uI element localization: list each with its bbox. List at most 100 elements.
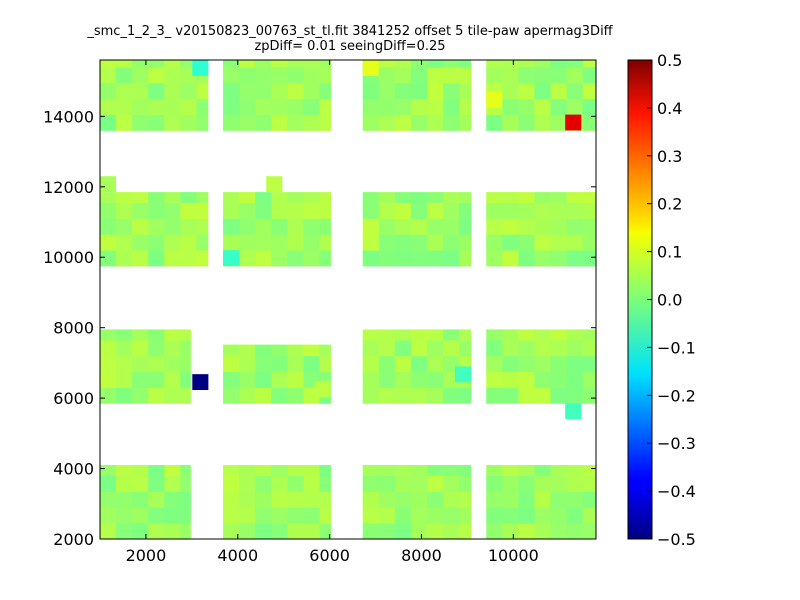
- heatmap-cell: [196, 250, 209, 267]
- heatmap-cell: [255, 371, 272, 388]
- heatmap-cell: [255, 234, 272, 251]
- heatmap-cell: [255, 114, 272, 131]
- heatmap-cell: [550, 371, 567, 388]
- heatmap-cell: [443, 465, 460, 477]
- heatmap-cell: [362, 250, 380, 267]
- heatmap-cell: [566, 355, 584, 373]
- heatmap-cell: [362, 234, 380, 251]
- heatmap-cell: [271, 202, 288, 219]
- heatmap-cell: [486, 67, 503, 84]
- heatmap-cell: [180, 218, 197, 235]
- heatmap-cell: [239, 344, 256, 357]
- heatmap-cell: [196, 82, 209, 100]
- heatmap-cell: [426, 98, 444, 115]
- heatmap-cell: [582, 114, 597, 131]
- heatmap-cell: [116, 82, 133, 100]
- colorbar-tick-label: 0.0: [657, 291, 682, 310]
- heatmap-cell: [566, 250, 584, 267]
- heatmap-cell: [426, 491, 444, 508]
- heatmap-cell: [164, 507, 181, 524]
- heatmap-cell: [394, 67, 412, 84]
- heatmap-cell: [255, 507, 272, 524]
- heatmap-cell: [239, 250, 256, 267]
- heatmap-cell: [394, 192, 412, 204]
- heatmap-cell-highlight: [362, 60, 379, 76]
- heatmap-cell: [378, 523, 396, 540]
- heatmap-cell: [362, 218, 380, 235]
- heatmap-cell: [486, 355, 503, 373]
- heatmap-cell: [534, 202, 551, 219]
- heatmap-cell: [534, 250, 551, 267]
- heatmap-cell: [319, 355, 331, 373]
- heatmap-cell: [550, 202, 567, 219]
- heatmap-cell: [100, 355, 117, 373]
- heatmap-cell: [362, 340, 380, 357]
- heatmap-cell: [502, 60, 519, 68]
- heatmap-cell: [132, 218, 149, 235]
- heatmap-cell: [502, 218, 519, 235]
- heatmap-cell: [443, 218, 460, 235]
- y-tick-label: 14000: [43, 107, 94, 126]
- heatmap-cell: [132, 192, 149, 204]
- heatmap-cell: [362, 329, 380, 341]
- heatmap-cell: [426, 67, 444, 84]
- y-tick-label: 4000: [53, 460, 94, 479]
- heatmap-cell: [502, 329, 519, 341]
- heatmap-cell: [394, 82, 412, 100]
- heatmap-cell: [486, 114, 503, 131]
- heatmap-cell: [100, 192, 117, 204]
- heatmap-cell: [394, 202, 412, 219]
- heatmap-cell: [132, 67, 149, 84]
- heatmap-cell: [303, 507, 320, 524]
- heatmap-cell: [486, 192, 503, 204]
- heatmap-cell: [100, 82, 117, 100]
- heatmap-cell: [459, 82, 472, 100]
- heatmap-cell: [566, 192, 584, 204]
- heatmap-cell: [319, 60, 331, 68]
- heatmap-cell: [486, 387, 503, 404]
- heatmap-cell: [410, 491, 428, 508]
- heatmap-cell: [566, 507, 584, 524]
- heatmap-cell: [116, 475, 133, 492]
- heatmap-cell: [148, 114, 165, 131]
- heatmap-cell: [378, 465, 396, 477]
- heatmap-cell: [443, 60, 460, 68]
- heatmap-cell: [116, 507, 133, 524]
- heatmap-cell: [180, 98, 197, 115]
- heatmap-cell: [518, 491, 535, 508]
- heatmap-cell: [426, 329, 444, 341]
- heatmap-cell: [303, 465, 320, 477]
- heatmap-cell: [223, 114, 240, 131]
- heatmap-cell: [223, 60, 240, 68]
- heatmap-cell: [196, 114, 209, 131]
- heatmap-cell: [303, 60, 320, 68]
- heatmap-cell: [239, 192, 256, 204]
- heatmap-cell: [550, 465, 567, 477]
- heatmap-cell: [319, 234, 331, 251]
- heatmap-cell: [534, 218, 551, 235]
- heatmap-cell: [116, 371, 133, 388]
- heatmap-cell: [287, 60, 304, 68]
- heatmap-cell: [287, 192, 304, 204]
- heatmap-cell: [148, 250, 165, 267]
- heatmap-cell: [378, 329, 396, 341]
- heatmap-cell: [518, 202, 535, 219]
- x-tick-label: 2000: [126, 546, 167, 565]
- heatmap-cell: [459, 507, 472, 524]
- heatmap-cell: [303, 114, 320, 131]
- heatmap-cell: [502, 234, 519, 251]
- heatmap-cell: [271, 355, 288, 373]
- heatmap-cells: [100, 60, 597, 540]
- heatmap-cell: [443, 475, 460, 492]
- heatmap-cell: [362, 98, 380, 115]
- heatmap-cell: [271, 523, 288, 540]
- heatmap-cell: [426, 234, 444, 251]
- heatmap-cell: [550, 98, 567, 115]
- heatmap-cell: [271, 192, 288, 204]
- heatmap-cell: [239, 114, 256, 131]
- heatmap-cell: [550, 387, 567, 404]
- heatmap-cell: [271, 250, 288, 267]
- heatmap-cell: [426, 82, 444, 100]
- heatmap-cell: [426, 60, 444, 68]
- colorbar-tick-label: 0.3: [657, 147, 682, 166]
